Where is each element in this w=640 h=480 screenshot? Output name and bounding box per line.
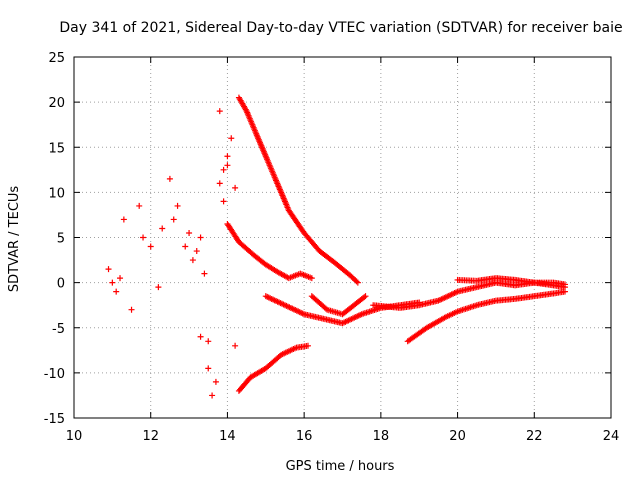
data-point-early-cluster	[120, 216, 127, 223]
grid-layer	[74, 57, 611, 418]
chart-title: Day 341 of 2021, Sidereal Day-to-day VTE…	[59, 20, 622, 36]
data-point-early-cluster	[220, 166, 227, 173]
points-layer	[105, 94, 568, 399]
y-tick-label: 10	[48, 186, 65, 201]
data-point-scattered	[182, 243, 189, 250]
y-tick-label: 25	[48, 51, 65, 66]
x-axis-label: GPS time / hours	[286, 459, 395, 474]
data-point-early-cluster	[140, 234, 147, 241]
data-point-early-cluster	[109, 279, 116, 286]
y-tick-label: 20	[48, 96, 65, 111]
data-point-scattered	[228, 135, 235, 142]
data-point-dip-track	[361, 294, 368, 301]
data-point-early-cluster	[105, 266, 112, 273]
data-point-upper-descending	[353, 278, 360, 285]
data-point-late-track-c	[561, 284, 568, 291]
data-point-early-cluster	[193, 248, 200, 255]
y-axis-label: SDTVAR / TECUs	[7, 186, 22, 293]
data-point-isolated	[216, 108, 223, 115]
data-point-early-cluster	[147, 243, 154, 250]
data-point-isolated	[209, 392, 216, 399]
data-point-scattered	[224, 153, 231, 160]
data-point-dip-track	[362, 293, 369, 300]
ticks-layer: 10 12 14 16 18 20 22 24 -15 -10 -5 0 5 10 15 20 25	[44, 51, 620, 444]
x-tick-label: 10	[66, 429, 83, 444]
data-point-early-cluster	[186, 229, 193, 236]
data-point-early-cluster	[155, 284, 162, 291]
y-tick-label: -5	[52, 322, 65, 337]
data-point-early-cluster	[128, 306, 135, 313]
data-point-scattered	[232, 184, 239, 191]
data-point-early-cluster	[205, 338, 212, 345]
data-point-negative-branch	[304, 342, 311, 349]
data-point-early-cluster	[166, 175, 173, 182]
data-point-isolated	[220, 198, 227, 205]
data-point-early-cluster	[212, 378, 219, 385]
data-point-scattered	[205, 365, 212, 372]
data-point-isolated	[201, 270, 208, 277]
x-tick-label: 24	[603, 429, 620, 444]
data-point-upper-descending	[354, 279, 361, 286]
data-point-early-cluster	[159, 225, 166, 232]
data-point-isolated	[224, 162, 231, 169]
data-point-mid-descending	[308, 275, 315, 282]
x-tick-label: 22	[526, 429, 543, 444]
data-point-scattered	[216, 180, 223, 187]
x-tick-label: 20	[449, 429, 466, 444]
data-point-scattered	[170, 216, 177, 223]
x-tick-label: 18	[373, 429, 390, 444]
data-point-scattered	[189, 257, 196, 264]
y-tick-label: -10	[44, 367, 65, 382]
data-point-isolated	[197, 333, 204, 340]
data-point-early-cluster	[113, 288, 120, 295]
data-point-early-cluster	[136, 202, 143, 209]
x-tick-label: 14	[219, 429, 236, 444]
x-tick-label: 12	[142, 429, 159, 444]
y-tick-label: 0	[57, 277, 65, 292]
data-point-isolated	[232, 342, 239, 349]
data-point-scattered	[197, 234, 204, 241]
data-point-early-cluster	[174, 202, 181, 209]
y-tick-label: 15	[48, 141, 65, 156]
y-tick-label: 5	[57, 232, 65, 247]
data-point-early-cluster	[117, 275, 124, 282]
x-tick-label: 16	[296, 429, 313, 444]
y-tick-label: -15	[44, 412, 65, 427]
